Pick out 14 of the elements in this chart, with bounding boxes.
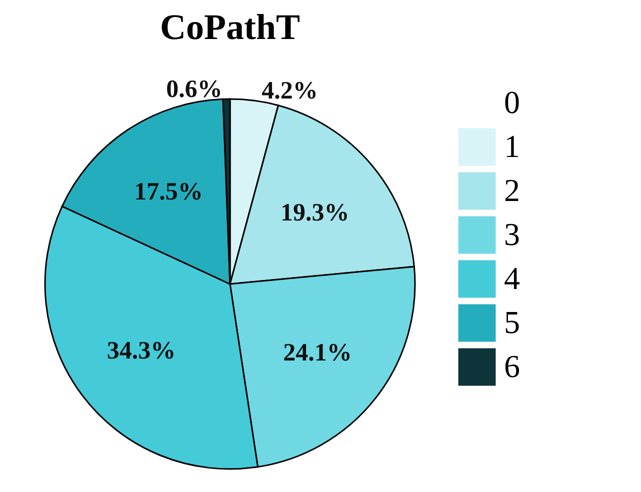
data-label: 17.5%: [134, 178, 203, 206]
data-label: 4.2%: [262, 78, 318, 105]
data-label: 24.1%: [283, 339, 352, 366]
data-label: 0.6%: [166, 76, 222, 104]
legend-label: 5: [504, 304, 520, 340]
data-label: 19.3%: [280, 199, 350, 226]
category-label: 0: [504, 84, 520, 120]
chart-title: CoPathT: [160, 7, 300, 47]
data-label: 34.3%: [106, 338, 176, 365]
legend-label: 1: [504, 128, 520, 164]
legend-label: 4: [504, 260, 520, 296]
legend-label: 3: [504, 216, 520, 252]
legend-label: 2: [504, 172, 520, 208]
legend-label: 6: [504, 348, 520, 384]
